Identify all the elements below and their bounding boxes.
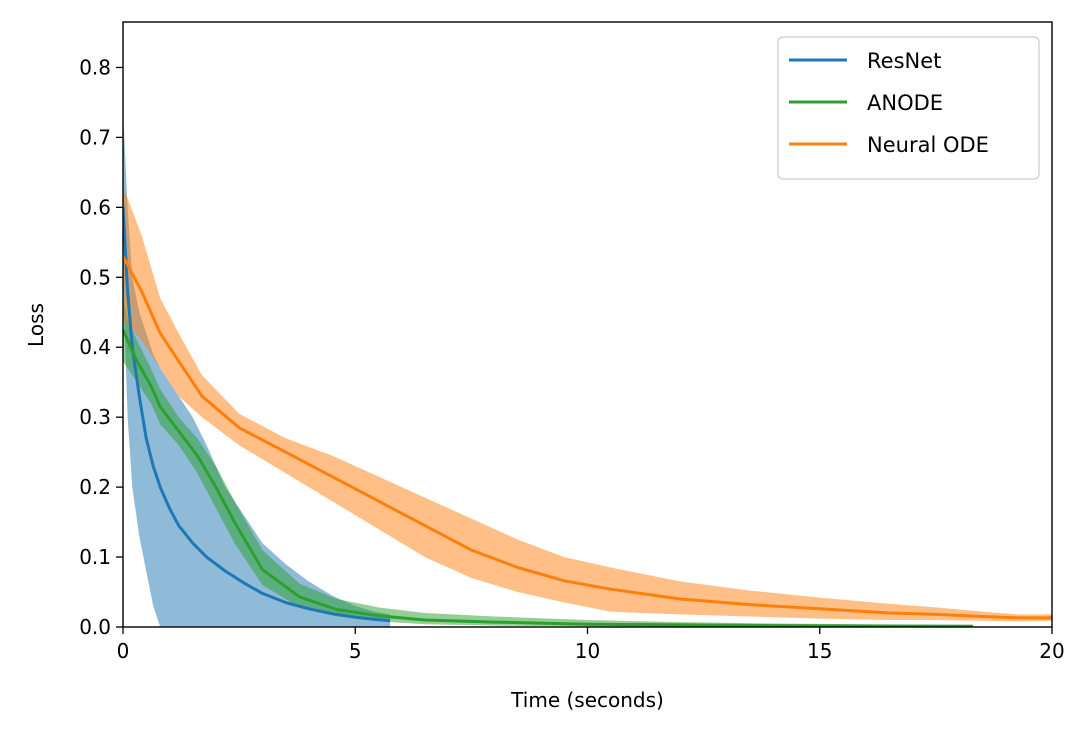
legend: ResNet ANODE Neural ODE [777,36,1040,180]
y-axis-title: Loss [24,303,48,347]
y-tick-label: 0.7 [79,125,111,149]
x-tick-label: 10 [575,639,600,663]
neural-ode-line [123,255,1052,620]
legend-label-neural-ode: Neural ODE [867,133,989,157]
y-tick-label: 0.1 [79,545,111,569]
y-tick-label: 0.2 [79,475,111,499]
legend-label-anode: ANODE [867,91,943,115]
x-tick-label: 0 [117,639,130,663]
neural-ode-band [123,186,1052,622]
y-tick-label: 0.3 [79,405,111,429]
x-tick-label: 20 [1039,639,1064,663]
y-tick-label: 0.5 [79,265,111,289]
legend-label-resnet: ResNet [867,49,941,73]
x-axis-title: Time (seconds) [510,688,664,712]
x-tick-label: 15 [807,639,832,663]
resnet-band [123,109,391,627]
resnet-line [123,207,391,623]
x-tick-label: 5 [349,639,362,663]
y-tick-label: 0.6 [79,195,111,219]
y-tick-label: 0.4 [79,335,111,359]
y-tick-label: 0.0 [79,615,111,639]
y-tick-label: 0.8 [79,55,111,79]
anode-line [123,329,974,627]
